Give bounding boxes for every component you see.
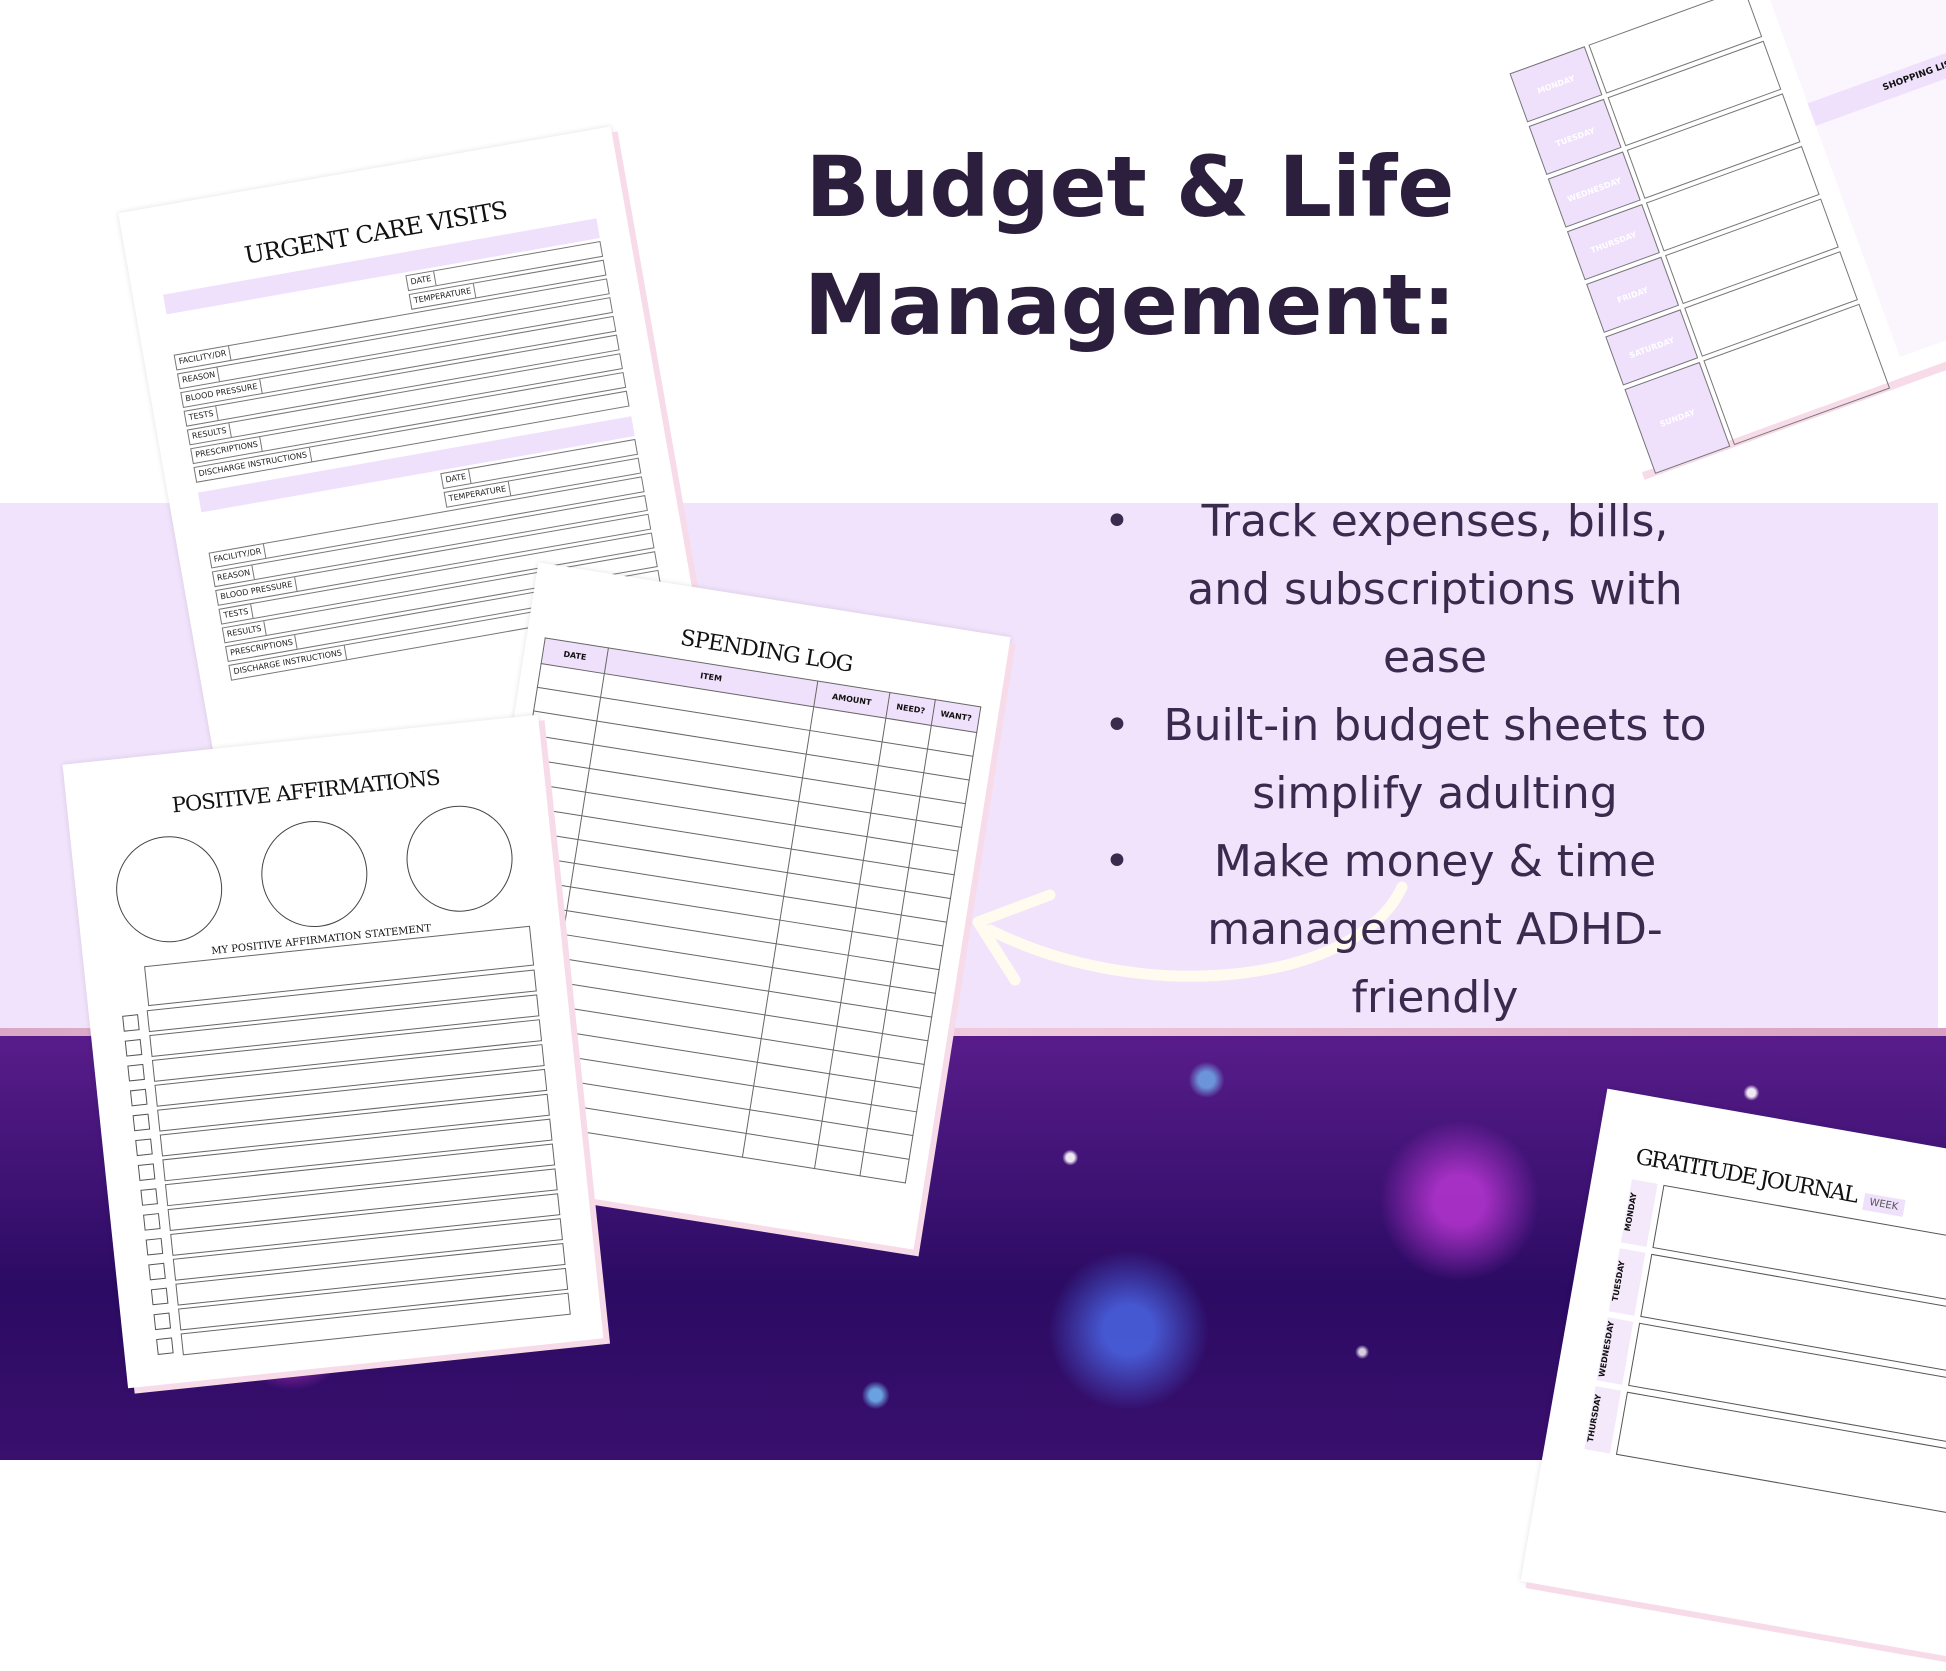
- feature-item: • Built-in budget sheets to simplify adul…: [1090, 692, 1710, 828]
- bullet: •: [1104, 700, 1130, 751]
- feature-item: • Track expenses, bills, and subscription…: [1090, 488, 1710, 692]
- bullet: •: [1104, 496, 1130, 547]
- feature-text: Make money & time management ADHD-friend…: [1207, 836, 1663, 1023]
- feature-text: Built-in budget sheets to simplify adult…: [1163, 700, 1707, 819]
- heading-line-2: Management:: [804, 256, 1456, 354]
- bullet: •: [1104, 836, 1130, 887]
- feature-list: • Track expenses, bills, and subscription…: [1090, 488, 1710, 1032]
- curved-arrow: [972, 881, 1408, 986]
- heading-line-1: Budget & Life: [805, 138, 1455, 236]
- page-heading: Budget & Life Management:: [780, 128, 1480, 364]
- feature-item: • Make money & time management ADHD-frien…: [1090, 828, 1710, 1032]
- feature-text: Track expenses, bills, and subscriptions…: [1187, 496, 1683, 683]
